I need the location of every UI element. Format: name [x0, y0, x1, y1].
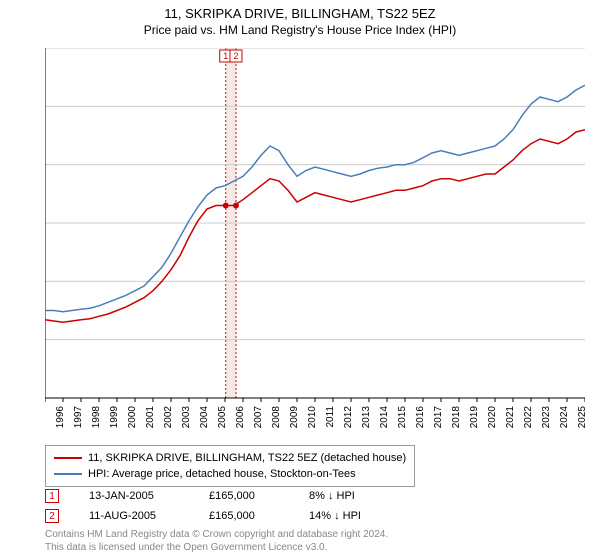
- legend-row-hpi: HPI: Average price, detached house, Stoc…: [54, 466, 406, 482]
- sale-badge: 2: [45, 509, 59, 523]
- svg-text:2005: 2005: [217, 406, 228, 429]
- title-block: 11, SKRIPKA DRIVE, BILLINGHAM, TS22 5EZ …: [0, 0, 600, 37]
- svg-text:2021: 2021: [505, 406, 516, 429]
- sale-date: 11-AUG-2005: [89, 510, 209, 522]
- sale-change: 14% ↓ HPI: [309, 510, 399, 522]
- svg-text:2004: 2004: [199, 406, 210, 429]
- sale-badge-number: 2: [49, 511, 55, 522]
- svg-text:1999: 1999: [109, 406, 120, 429]
- svg-text:2022: 2022: [523, 406, 534, 429]
- sale-date: 13-JAN-2005: [89, 490, 209, 502]
- svg-text:2011: 2011: [325, 406, 336, 428]
- footer-attribution: Contains HM Land Registry data © Crown c…: [45, 528, 388, 554]
- sale-price: £165,000: [209, 510, 309, 522]
- svg-text:2006: 2006: [235, 406, 246, 429]
- sales-row: 2 11-AUG-2005 £165,000 14% ↓ HPI: [45, 506, 399, 526]
- svg-text:2024: 2024: [559, 406, 570, 429]
- chart-title: 11, SKRIPKA DRIVE, BILLINGHAM, TS22 5EZ: [0, 6, 600, 21]
- svg-text:2020: 2020: [487, 406, 498, 429]
- sales-row: 1 13-JAN-2005 £165,000 8% ↓ HPI: [45, 486, 399, 506]
- svg-text:2015: 2015: [397, 406, 408, 429]
- legend-row-price-paid: 11, SKRIPKA DRIVE, BILLINGHAM, TS22 5EZ …: [54, 450, 406, 466]
- footer-line: This data is licensed under the Open Gov…: [45, 541, 388, 554]
- sale-badge: 1: [45, 489, 59, 503]
- svg-text:2025: 2025: [577, 406, 585, 429]
- svg-text:2: 2: [233, 51, 238, 61]
- legend-label: HPI: Average price, detached house, Stoc…: [88, 468, 356, 480]
- chart-subtitle: Price paid vs. HM Land Registry's House …: [0, 23, 600, 37]
- svg-text:2007: 2007: [253, 406, 264, 429]
- svg-text:2012: 2012: [343, 406, 354, 429]
- svg-text:2008: 2008: [271, 406, 282, 429]
- svg-text:1: 1: [223, 51, 228, 61]
- svg-text:2009: 2009: [289, 406, 300, 429]
- sale-price: £165,000: [209, 490, 309, 502]
- svg-text:2000: 2000: [127, 406, 138, 429]
- svg-text:1996: 1996: [55, 406, 66, 429]
- svg-text:2014: 2014: [379, 406, 390, 429]
- sales-table: 1 13-JAN-2005 £165,000 8% ↓ HPI 2 11-AUG…: [45, 486, 399, 526]
- svg-text:2019: 2019: [469, 406, 480, 429]
- svg-text:2002: 2002: [163, 406, 174, 429]
- svg-text:2016: 2016: [415, 406, 426, 429]
- svg-text:2001: 2001: [145, 406, 156, 429]
- legend-swatch: [54, 473, 82, 475]
- sale-badge-number: 1: [49, 491, 55, 502]
- svg-text:2023: 2023: [541, 406, 552, 429]
- sale-change: 8% ↓ HPI: [309, 490, 399, 502]
- legend-box: 11, SKRIPKA DRIVE, BILLINGHAM, TS22 5EZ …: [45, 445, 415, 487]
- svg-text:1998: 1998: [91, 406, 102, 429]
- chart-svg: £0£50K£100K£150K£200K£250K£300K199519961…: [45, 48, 585, 443]
- svg-text:2013: 2013: [361, 406, 372, 429]
- chart-area: £0£50K£100K£150K£200K£250K£300K199519961…: [45, 48, 585, 398]
- legend-swatch: [54, 457, 82, 459]
- svg-text:2010: 2010: [307, 406, 318, 429]
- svg-text:1995: 1995: [45, 406, 48, 429]
- chart-container: 11, SKRIPKA DRIVE, BILLINGHAM, TS22 5EZ …: [0, 0, 600, 560]
- legend-label: 11, SKRIPKA DRIVE, BILLINGHAM, TS22 5EZ …: [88, 452, 406, 464]
- svg-text:2003: 2003: [181, 406, 192, 429]
- svg-text:2018: 2018: [451, 406, 462, 429]
- svg-text:2017: 2017: [433, 406, 444, 429]
- svg-text:1997: 1997: [73, 406, 84, 429]
- footer-line: Contains HM Land Registry data © Crown c…: [45, 528, 388, 541]
